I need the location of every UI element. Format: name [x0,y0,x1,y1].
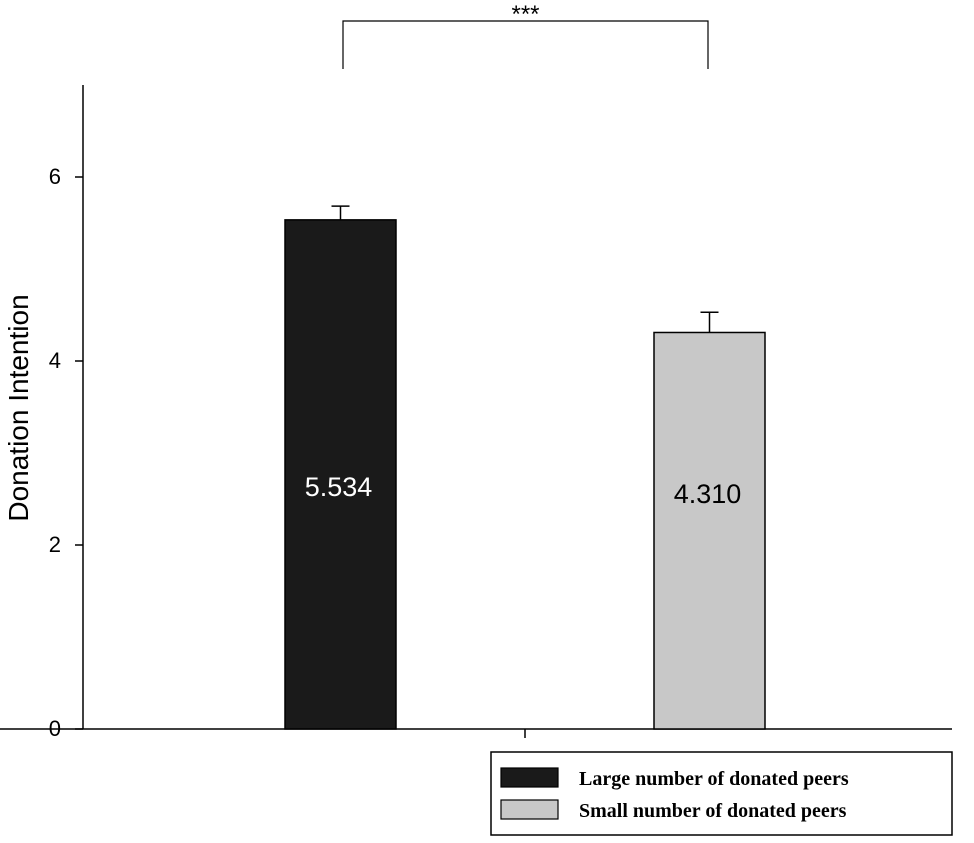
legend-label-2: Small number of donated peers [579,800,847,822]
bar-2 [653,331,766,730]
bars: 5.534 4.310 [284,205,766,730]
legend-label-1: Large number of donated peers [579,768,849,790]
legend: Large number of donated peers Small numbe… [490,751,953,836]
y-axis-label: Donation Intention [3,294,34,521]
y-tick-label: 4 [49,348,61,373]
significance-line [342,20,709,69]
legend-swatch-1 [500,767,559,788]
y-tick-label: 2 [49,532,61,557]
y-tick-label: 6 [49,164,61,189]
legend-box [490,751,953,836]
bar-value-label-1: 5.534 [305,472,373,502]
significance-label: *** [511,1,539,28]
x-axis [0,728,952,738]
bar-value-label-2: 4.310 [674,479,742,509]
significance-bracket: *** [342,1,709,69]
legend-swatch-2 [500,799,559,820]
